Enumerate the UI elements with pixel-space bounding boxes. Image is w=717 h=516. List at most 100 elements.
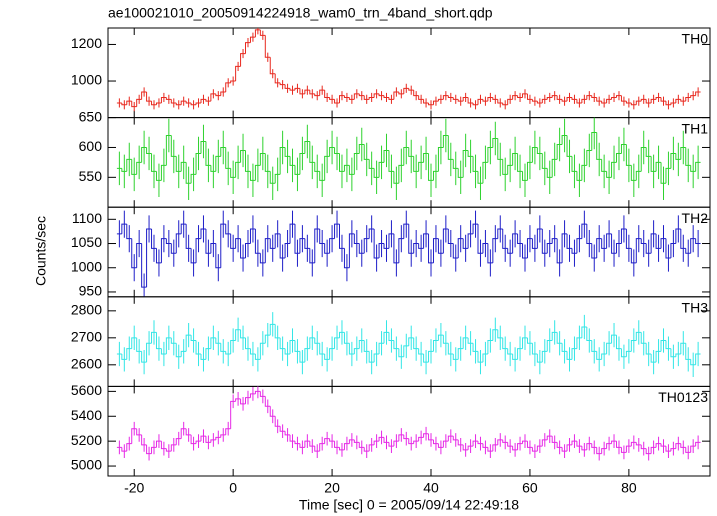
bin-step [576, 238, 582, 254]
bin-step [670, 243, 676, 259]
bin-step [670, 152, 676, 169]
bin-step [279, 146, 286, 175]
bin-step [541, 98, 548, 103]
bin-step [665, 167, 671, 184]
bin-step [447, 135, 454, 160]
bin-step [200, 228, 206, 239]
bin-step [205, 228, 211, 254]
bin-step [269, 238, 276, 249]
bin-step [625, 101, 632, 104]
bin-step [452, 159, 459, 169]
bin-step [611, 161, 617, 178]
bin-step [685, 147, 691, 166]
bin-step [339, 153, 345, 172]
bin-step [497, 99, 503, 104]
bin-step [625, 350, 632, 357]
bin-step [334, 441, 340, 448]
bin-step [616, 152, 622, 163]
bin-step [640, 238, 647, 245]
bin-step [497, 228, 503, 239]
bin-step [650, 446, 657, 454]
bin-step [670, 102, 676, 105]
bin-step [502, 337, 508, 350]
bin-step [620, 95, 627, 102]
bin-step [353, 348, 360, 355]
bin-step [601, 448, 607, 454]
bin-step [601, 101, 607, 104]
bin-step [398, 348, 404, 358]
bin-step [423, 233, 429, 249]
bin-step [383, 437, 389, 443]
bin-step [586, 149, 592, 166]
bin-step [507, 348, 513, 355]
bin-step [640, 444, 647, 450]
bin-step [284, 431, 291, 436]
bin-step [225, 82, 231, 92]
bin-step [403, 345, 409, 357]
bin-step [665, 238, 671, 259]
bin-step [126, 100, 132, 105]
bin-step [531, 99, 538, 102]
bin-step [363, 95, 370, 100]
bin-step [314, 162, 320, 172]
bin-step [591, 132, 597, 151]
bin-step [339, 447, 345, 451]
bin-step [675, 228, 681, 244]
bin-step [675, 443, 681, 449]
bin-step [309, 90, 315, 95]
bin-step [358, 340, 365, 349]
bin-step [561, 233, 568, 263]
y-tick-label: 5200 [71, 432, 102, 448]
bin-step [418, 161, 424, 172]
bin-step [655, 161, 662, 172]
bin-step [437, 334, 444, 341]
bin-step [403, 87, 409, 94]
bin-step [274, 173, 281, 184]
bin-step [561, 99, 568, 102]
bin-step [230, 400, 236, 429]
bin-step [437, 238, 444, 254]
bin-step [635, 331, 642, 341]
bin-step [146, 444, 152, 455]
bin-step [581, 164, 587, 181]
bin-step [368, 228, 375, 239]
bin-step [324, 243, 330, 254]
bin-step [294, 224, 300, 254]
x-tick-label: 40 [423, 480, 439, 496]
bin-step [180, 100, 187, 105]
bin-step [645, 99, 652, 104]
bin-step [240, 149, 246, 163]
bin-step [165, 238, 172, 245]
bin-step [353, 439, 360, 443]
bin-step [522, 243, 528, 259]
bin-step [630, 340, 637, 352]
bin-step [487, 96, 493, 102]
bin-step [675, 98, 681, 103]
bin-step [121, 354, 127, 360]
bin-step [235, 161, 241, 178]
bin-step [457, 168, 464, 178]
bin-step [319, 89, 325, 96]
bin-step [304, 440, 310, 448]
bin-step [353, 233, 360, 245]
bin-step [442, 440, 449, 448]
bin-step [254, 354, 261, 360]
bin-step [363, 447, 370, 452]
bin-step [482, 99, 488, 102]
bin-step [329, 238, 335, 254]
bin-step [378, 243, 385, 259]
y-tick-label: 600 [79, 138, 103, 154]
bin-step [324, 155, 330, 181]
bin-step [131, 101, 137, 108]
bin-step [373, 168, 380, 178]
bin-step [121, 223, 127, 234]
bin-step [640, 146, 647, 172]
bin-step [472, 223, 479, 234]
bin-step [680, 342, 686, 355]
bin-step [259, 152, 266, 166]
bin-step [141, 146, 147, 163]
bin-step [279, 233, 286, 259]
bin-step [423, 152, 429, 163]
bin-step [363, 340, 370, 352]
bin-step [210, 93, 216, 102]
